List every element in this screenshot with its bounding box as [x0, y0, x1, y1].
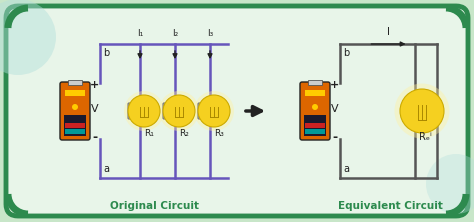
Text: b: b	[103, 48, 109, 58]
FancyBboxPatch shape	[300, 82, 330, 140]
Circle shape	[426, 154, 474, 214]
Bar	[64, 115, 86, 136]
FancyBboxPatch shape	[198, 103, 210, 119]
Text: -: -	[92, 131, 98, 145]
Text: Rₑⁱ: Rₑⁱ	[419, 132, 432, 142]
Text: -: -	[332, 131, 337, 145]
FancyBboxPatch shape	[403, 103, 415, 119]
Circle shape	[394, 83, 449, 139]
Text: Equivalent Circuit: Equivalent Circuit	[337, 201, 442, 211]
Bar	[305, 129, 325, 134]
Bar	[65, 123, 85, 128]
Text: +: +	[91, 80, 100, 90]
Text: I₂: I₂	[172, 28, 178, 38]
Bar	[65, 90, 85, 96]
Circle shape	[194, 91, 234, 131]
Circle shape	[159, 91, 199, 131]
Circle shape	[198, 95, 230, 127]
Circle shape	[163, 95, 195, 127]
Text: I: I	[387, 27, 390, 37]
Bar	[65, 129, 85, 134]
Text: a: a	[103, 164, 109, 174]
Bar	[308, 80, 322, 85]
FancyBboxPatch shape	[6, 6, 468, 216]
Circle shape	[0, 0, 56, 75]
Text: R₂: R₂	[179, 129, 189, 137]
Circle shape	[312, 104, 318, 110]
Text: +: +	[330, 80, 340, 90]
Text: I₃: I₃	[207, 28, 213, 38]
Text: a: a	[343, 164, 349, 174]
Text: b: b	[343, 48, 349, 58]
Bar	[304, 115, 326, 136]
Text: Original Circuit: Original Circuit	[110, 201, 200, 211]
Circle shape	[72, 104, 78, 110]
FancyBboxPatch shape	[128, 103, 140, 119]
Text: R₁: R₁	[144, 129, 154, 137]
Bar	[68, 80, 82, 85]
FancyBboxPatch shape	[60, 82, 90, 140]
Circle shape	[400, 89, 444, 133]
FancyBboxPatch shape	[163, 103, 175, 119]
Text: V: V	[331, 104, 339, 114]
Circle shape	[124, 91, 164, 131]
Bar	[305, 90, 325, 96]
Circle shape	[128, 95, 160, 127]
Text: V: V	[91, 104, 99, 114]
Bar	[305, 123, 325, 128]
Text: R₃: R₃	[214, 129, 224, 137]
Text: I₁: I₁	[137, 28, 143, 38]
